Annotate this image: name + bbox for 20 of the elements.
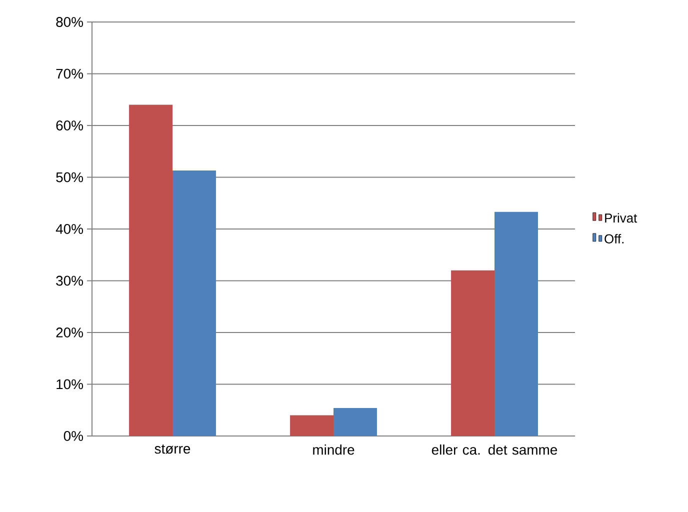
y-tick-label: 70% — [56, 68, 83, 79]
y-tick-label: 30% — [56, 276, 83, 286]
y-tick-label: 40% — [56, 224, 83, 234]
legend-label: Off. — [604, 234, 624, 244]
y-tick-label: 20% — [56, 328, 83, 338]
bar — [290, 415, 334, 436]
x-tick-label: større — [154, 444, 190, 454]
bar — [172, 170, 216, 436]
legend-label: Privat — [605, 213, 638, 223]
y-tick-label: 80% — [56, 17, 83, 27]
y-tick-label: 10% — [56, 379, 83, 390]
y-tick-label: 60% — [56, 120, 83, 130]
x-tick-label: eller ca. det samme — [432, 444, 558, 455]
bar — [334, 408, 377, 436]
y-tick-label: 0% — [64, 431, 83, 441]
bar — [494, 212, 538, 436]
y-tick-label: 50% — [56, 172, 83, 182]
bar — [129, 104, 172, 436]
x-tick-label: mindre — [313, 444, 354, 455]
bar — [451, 270, 495, 436]
